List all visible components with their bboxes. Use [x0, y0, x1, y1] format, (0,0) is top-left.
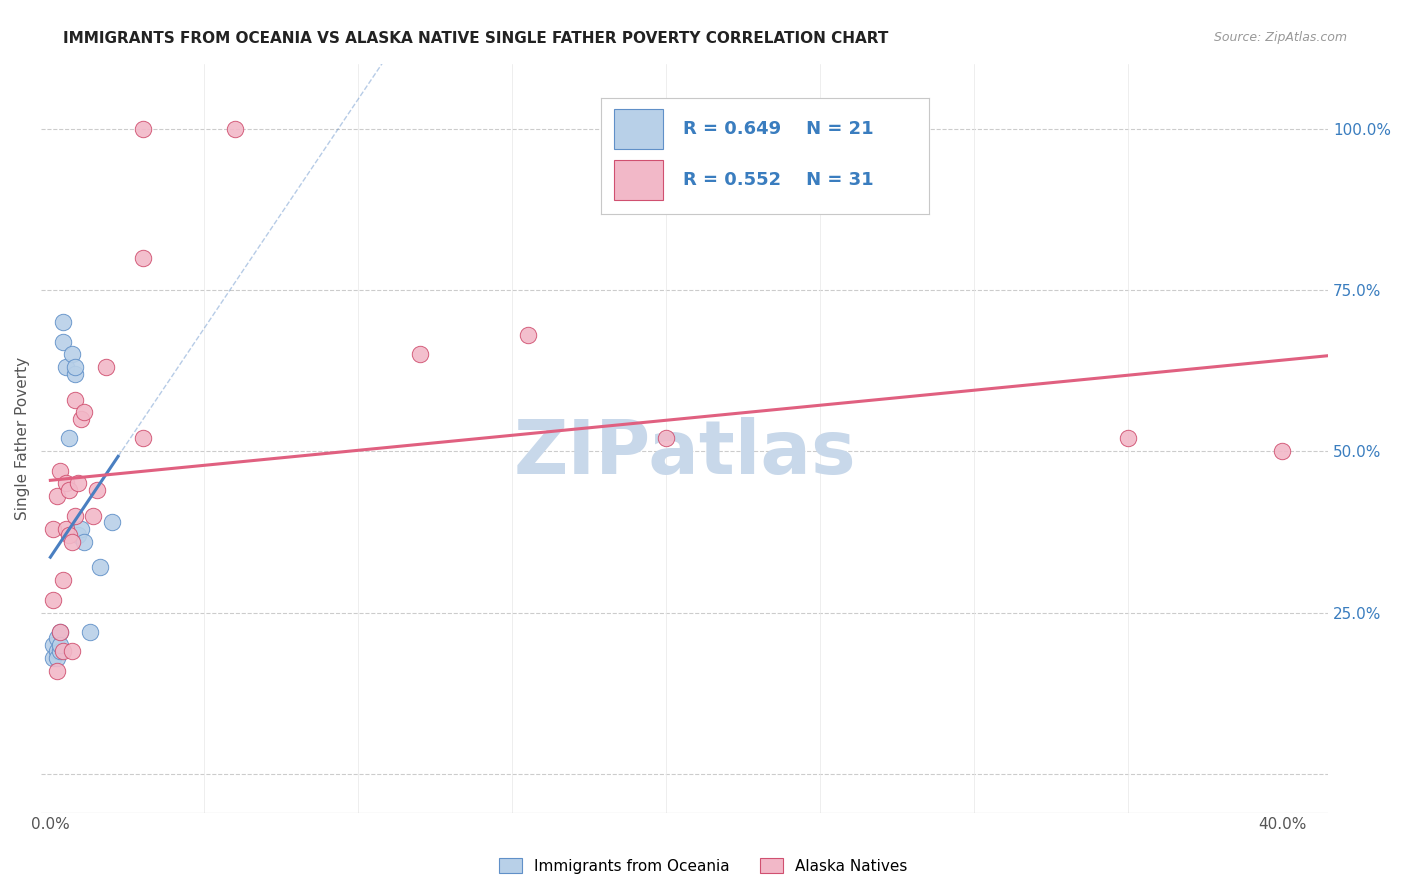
Point: [79, 624, 101, 639]
Point: [516, 328, 538, 343]
Point: [89, 560, 111, 574]
Point: [73, 534, 96, 549]
Point: [63, 508, 86, 523]
Point: [132, 121, 155, 136]
Point: [63, 360, 86, 375]
Point: [42, 592, 65, 607]
Point: [58, 431, 80, 445]
Point: [1271, 444, 1294, 458]
Point: [45, 644, 67, 658]
Point: [1116, 431, 1139, 445]
Point: [101, 515, 124, 529]
Point: [48, 624, 70, 639]
Text: IMMIGRANTS FROM OCEANIA VS ALASKA NATIVE SINGLE FATHER POVERTY CORRELATION CHART: IMMIGRANTS FROM OCEANIA VS ALASKA NATIVE…: [63, 31, 889, 46]
Point: [224, 121, 246, 136]
Point: [132, 431, 155, 445]
Point: [73, 405, 96, 419]
Text: ZIPatlas: ZIPatlas: [513, 417, 856, 490]
Y-axis label: Single Father Poverty: Single Father Poverty: [15, 357, 30, 520]
Point: [86, 483, 108, 497]
Point: [655, 431, 678, 445]
Point: [70, 522, 93, 536]
Point: [55, 522, 77, 536]
Point: [42, 650, 65, 665]
Point: [42, 522, 65, 536]
Point: [94, 360, 117, 375]
Point: [45, 489, 67, 503]
Point: [82, 508, 104, 523]
Point: [132, 251, 155, 265]
Point: [67, 476, 90, 491]
Point: [60, 534, 83, 549]
Point: [60, 347, 83, 361]
Point: [52, 644, 75, 658]
Point: [45, 664, 67, 678]
Point: [48, 638, 70, 652]
Point: [48, 644, 70, 658]
Point: [63, 367, 86, 381]
Point: [409, 347, 432, 361]
Point: [60, 644, 83, 658]
Point: [55, 360, 77, 375]
Point: [52, 315, 75, 329]
Point: [58, 483, 80, 497]
Point: [67, 528, 90, 542]
Point: [58, 528, 80, 542]
Point: [42, 638, 65, 652]
Point: [63, 392, 86, 407]
Text: Source: ZipAtlas.com: Source: ZipAtlas.com: [1213, 31, 1347, 45]
Legend: Immigrants from Oceania, Alaska Natives: Immigrants from Oceania, Alaska Natives: [492, 852, 914, 880]
Point: [52, 574, 75, 588]
Point: [45, 650, 67, 665]
Point: [45, 632, 67, 646]
Point: [52, 334, 75, 349]
Point: [55, 476, 77, 491]
Point: [48, 464, 70, 478]
Point: [48, 624, 70, 639]
Point: [70, 412, 93, 426]
